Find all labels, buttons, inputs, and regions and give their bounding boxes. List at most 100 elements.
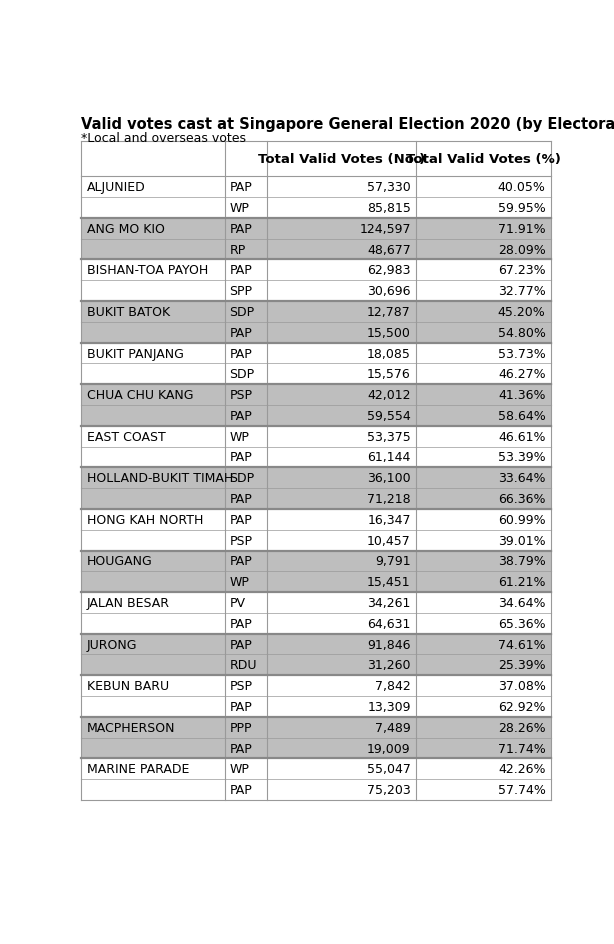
Text: MACPHERSON: MACPHERSON — [87, 721, 176, 734]
Bar — [82, 697, 551, 717]
Bar — [82, 385, 551, 406]
Text: 16,347: 16,347 — [367, 514, 411, 527]
Text: ALJUNIED: ALJUNIED — [87, 181, 146, 194]
Text: 41.36%: 41.36% — [498, 389, 546, 402]
Text: PAP: PAP — [230, 784, 252, 797]
Bar — [82, 572, 551, 593]
Text: 12,787: 12,787 — [367, 306, 411, 319]
Bar — [82, 738, 551, 759]
Bar — [82, 177, 551, 198]
Text: 61.21%: 61.21% — [498, 576, 546, 589]
Text: PAP: PAP — [230, 700, 252, 714]
Text: 54.80%: 54.80% — [498, 327, 546, 340]
Text: 45.20%: 45.20% — [498, 306, 546, 319]
Text: PAP: PAP — [230, 617, 252, 631]
Text: SDP: SDP — [230, 368, 255, 381]
Text: 65.36%: 65.36% — [498, 617, 546, 631]
Text: PAP: PAP — [230, 555, 252, 568]
Text: 62.92%: 62.92% — [498, 700, 546, 714]
Text: 19,009: 19,009 — [367, 742, 411, 755]
Bar — [82, 302, 551, 323]
Bar — [82, 551, 551, 572]
Text: PAP: PAP — [230, 327, 252, 340]
Text: BISHAN-TOA PAYOH: BISHAN-TOA PAYOH — [87, 264, 208, 278]
Text: 55,047: 55,047 — [367, 763, 411, 776]
Text: 59,554: 59,554 — [367, 410, 411, 423]
Text: PPP: PPP — [230, 721, 252, 734]
Text: 42,012: 42,012 — [367, 389, 411, 402]
Text: EAST COAST: EAST COAST — [87, 430, 166, 444]
Text: 28.26%: 28.26% — [498, 721, 546, 734]
Text: 46.61%: 46.61% — [498, 430, 546, 444]
Text: SDP: SDP — [230, 472, 255, 485]
Bar — [82, 759, 551, 780]
Bar — [82, 198, 551, 219]
Text: 64,631: 64,631 — [367, 617, 411, 631]
Text: BUKIT BATOK: BUKIT BATOK — [87, 306, 170, 319]
Text: 25.39%: 25.39% — [498, 659, 546, 672]
Text: 37.08%: 37.08% — [498, 680, 546, 693]
Text: 57.74%: 57.74% — [498, 784, 546, 797]
Text: PAP: PAP — [230, 493, 252, 506]
Text: 31,260: 31,260 — [367, 659, 411, 672]
Text: 58.64%: 58.64% — [498, 410, 546, 423]
Bar — [82, 510, 551, 531]
Text: 48,677: 48,677 — [367, 244, 411, 257]
Text: 15,451: 15,451 — [367, 576, 411, 589]
Text: HOLLAND-BUKIT TIMAH: HOLLAND-BUKIT TIMAH — [87, 472, 233, 485]
Text: PAP: PAP — [230, 410, 252, 423]
Bar — [82, 406, 551, 427]
Text: 53,375: 53,375 — [367, 430, 411, 444]
Text: 32.77%: 32.77% — [498, 285, 546, 298]
Text: SDP: SDP — [230, 306, 255, 319]
Text: PAP: PAP — [230, 742, 252, 755]
Bar — [82, 261, 551, 281]
Text: 46.27%: 46.27% — [498, 368, 546, 381]
Text: Total Valid Votes (%): Total Valid Votes (%) — [406, 153, 561, 166]
Text: KEBUN BARU: KEBUN BARU — [87, 680, 169, 693]
Text: 85,815: 85,815 — [367, 202, 411, 215]
Bar — [82, 593, 551, 614]
Text: 30,696: 30,696 — [367, 285, 411, 298]
Text: ANG MO KIO: ANG MO KIO — [87, 223, 165, 236]
Text: 13,309: 13,309 — [367, 700, 411, 714]
Text: 62,983: 62,983 — [367, 264, 411, 278]
Bar — [82, 676, 551, 697]
Text: 61,144: 61,144 — [367, 451, 411, 464]
Text: Total Valid Votes (No.): Total Valid Votes (No.) — [258, 153, 426, 166]
Bar — [82, 717, 551, 738]
Text: HONG KAH NORTH: HONG KAH NORTH — [87, 514, 203, 527]
Text: PAP: PAP — [230, 638, 252, 651]
Text: 40.05%: 40.05% — [498, 181, 546, 194]
Text: 7,842: 7,842 — [375, 680, 411, 693]
Text: 39.01%: 39.01% — [498, 534, 546, 548]
Bar — [82, 614, 551, 634]
Text: 38.79%: 38.79% — [498, 555, 546, 568]
Bar — [82, 219, 551, 240]
Bar — [82, 531, 551, 551]
Bar — [82, 364, 551, 385]
Text: 34,261: 34,261 — [367, 597, 411, 610]
Text: 7,489: 7,489 — [375, 721, 411, 734]
Text: 75,203: 75,203 — [367, 784, 411, 797]
Text: 124,597: 124,597 — [359, 223, 411, 236]
Text: PAP: PAP — [230, 451, 252, 464]
Text: PAP: PAP — [230, 347, 252, 361]
Text: PAP: PAP — [230, 181, 252, 194]
Text: 53.39%: 53.39% — [498, 451, 546, 464]
Text: 15,500: 15,500 — [367, 327, 411, 340]
Text: 60.99%: 60.99% — [498, 514, 546, 527]
Text: 71.91%: 71.91% — [498, 223, 546, 236]
Bar — [82, 344, 551, 364]
Text: *Local and overseas votes: *Local and overseas votes — [82, 132, 246, 144]
Text: WP: WP — [230, 202, 249, 215]
Text: CHUA CHU KANG: CHUA CHU KANG — [87, 389, 193, 402]
Text: 33.64%: 33.64% — [498, 472, 546, 485]
Text: PAP: PAP — [230, 514, 252, 527]
Text: PSP: PSP — [230, 680, 252, 693]
Text: 53.73%: 53.73% — [498, 347, 546, 361]
Bar — [82, 655, 551, 676]
Text: 74.61%: 74.61% — [498, 638, 546, 651]
Bar — [82, 780, 551, 801]
Text: WP: WP — [230, 763, 249, 776]
